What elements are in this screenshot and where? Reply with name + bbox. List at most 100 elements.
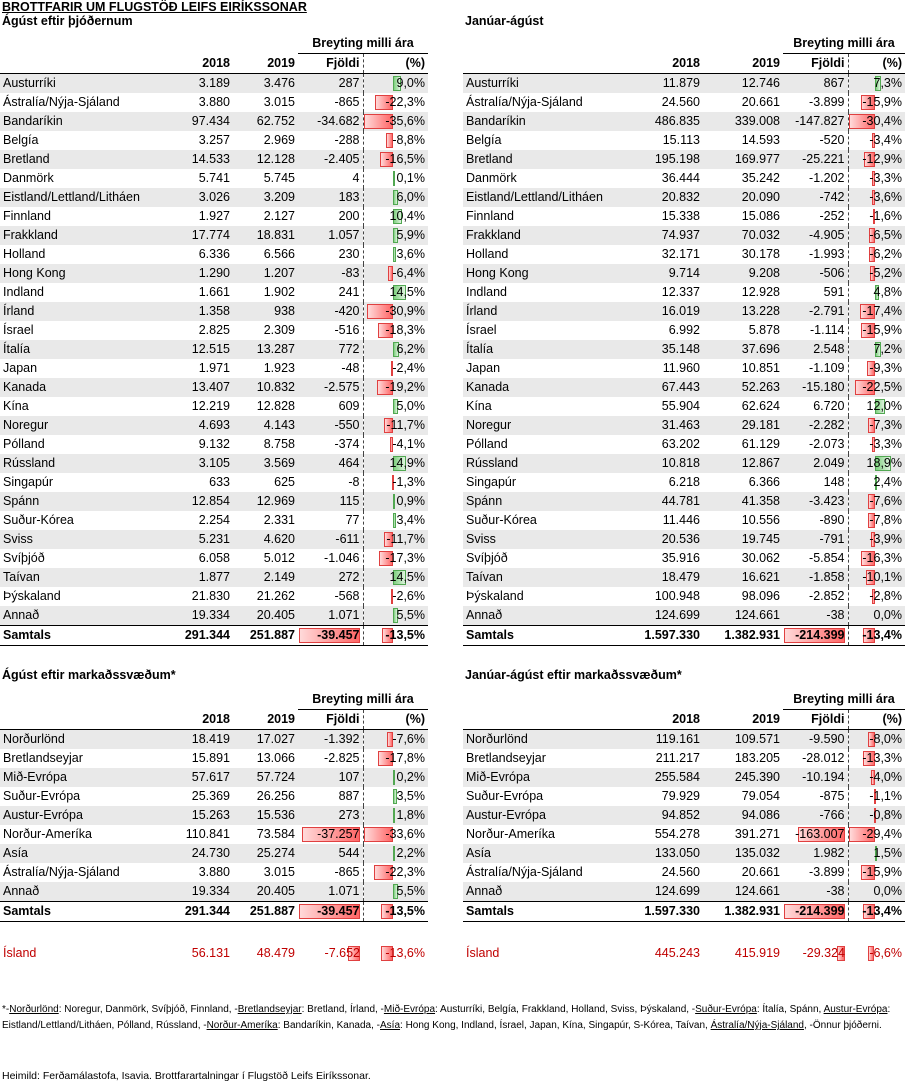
value-2019: 245.390	[703, 768, 783, 787]
table-row: Asía 133.050 135.032 1.982 1,5%	[463, 844, 905, 863]
value-2018: 3.257	[198, 133, 230, 147]
pct-value: -8,8%	[392, 133, 425, 147]
table-row: Taívan 18.479 16.621 -1.858 -10,1%	[463, 568, 905, 587]
count-value: -2.825	[324, 751, 360, 765]
value-2018: 3.880	[198, 865, 230, 879]
change-pct: 14,5%	[363, 568, 428, 587]
pct-value: 18,9%	[866, 456, 902, 470]
table-row: Norðurlönd 18.419 17.027 -1.392 -7,6%	[0, 729, 428, 749]
row-label: Kína	[466, 399, 492, 413]
value-2019: 48.479	[256, 946, 295, 960]
value-2018: 6.058	[198, 551, 230, 565]
change-count: 1.071	[298, 606, 364, 626]
value-2019: 2.127	[263, 209, 295, 223]
value-2019: 10.832	[233, 378, 298, 397]
value-2018: 133.050	[623, 844, 703, 863]
pct-bar	[871, 190, 875, 205]
value-2018: 19.334	[160, 606, 233, 626]
table-row: Norður-Ameríka 110.841 73.584 -37.257 -33,6%	[0, 825, 428, 844]
col-header-2018: 2018	[623, 53, 703, 74]
change-pct: 9,0%	[363, 73, 428, 93]
pct-bar	[860, 551, 875, 566]
count-value: 115	[339, 494, 360, 508]
table-row: Kína 12.219 12.828 609 5,0%	[0, 397, 428, 416]
pct-value: 4,8%	[873, 285, 903, 299]
value-2018: 3.189	[160, 73, 233, 93]
change-pct: 6,0%	[363, 188, 428, 207]
count-value: 287	[338, 76, 360, 90]
row-label: Kanada	[463, 378, 623, 397]
table-row: Kanada 13.407 10.832 -2.575 -19,2%	[0, 378, 428, 397]
change-count: -520	[783, 131, 849, 150]
table-row: Bandaríkin 486.835 339.008 -147.827 -30,4%	[463, 112, 905, 131]
pct-bar	[393, 808, 396, 823]
value-2019: 1.382.931	[703, 901, 783, 922]
row-label: Norðurlönd	[463, 729, 623, 749]
pct-value: 0,9%	[396, 494, 426, 508]
change-pct: -22,5%	[848, 378, 905, 397]
value-2018: 486.835	[623, 112, 703, 131]
count-value: -163.007	[795, 827, 845, 841]
pct-value: -7,8%	[869, 513, 902, 527]
change-count: 148	[783, 473, 849, 492]
footnote-region-members: : Hong Kong, Indland, Ísrael, Japan, Kín…	[400, 1020, 711, 1031]
change-pct: 5,9%	[363, 226, 428, 245]
table-ytd-market: Breyting milli ára 2018 2019 Fjöldi (%) Norðu…	[463, 690, 905, 963]
pct-bar	[383, 532, 394, 547]
change-pct: -2,8%	[848, 587, 905, 606]
pct-value: -0,8%	[869, 808, 902, 822]
pct-bar	[848, 114, 875, 129]
row-label: Ísrael	[466, 323, 497, 337]
table-row: Mið-Evrópa 57.617 57.724 107 0,2%	[0, 768, 428, 787]
pct-value: -11,7%	[386, 532, 425, 546]
pct-value: -18,3%	[385, 323, 425, 337]
pct-value: 12,0%	[866, 399, 902, 413]
change-pct: -1,1%	[848, 787, 905, 806]
count-value: -1.858	[809, 570, 845, 584]
table-row: Holland 32.171 30.178 -1.993 -6,2%	[463, 245, 905, 264]
col-header-2019: 2019	[233, 53, 298, 74]
pct-bar	[393, 228, 399, 243]
value-2018: 15.891	[191, 751, 230, 765]
row-label: Ítalía	[463, 340, 623, 359]
change-pct: 0,2%	[363, 768, 428, 787]
value-2019: 62.752	[233, 112, 298, 131]
pct-value: -12,9%	[862, 152, 902, 166]
change-pct: -30,9%	[363, 302, 428, 321]
spacer-row	[463, 922, 905, 945]
value-2019: 12.867	[703, 454, 783, 473]
pct-bar	[381, 904, 394, 919]
value-2019: 14.593	[741, 133, 780, 147]
value-2019: 26.256	[256, 789, 295, 803]
row-label: Suður-Evrópa	[3, 789, 81, 803]
change-count: -791	[783, 530, 849, 549]
table-row: Danmörk 36.444 35.242 -1.202 -3,3%	[463, 169, 905, 188]
count-value: -1.046	[324, 551, 360, 565]
change-pct: -3,3%	[848, 169, 905, 188]
table-row: Indland 1.661 1.902 241 14,5%	[0, 283, 428, 302]
change-pct: -17,4%	[848, 302, 905, 321]
header-row: Breyting milli ára	[0, 34, 428, 54]
row-label: Bretland	[0, 150, 160, 169]
value-2018: 17.774	[160, 226, 233, 245]
value-2018: 56.131	[191, 946, 230, 960]
value-2018: 19.334	[160, 882, 233, 902]
count-value: -214.399	[795, 904, 845, 918]
count-value: -1.993	[809, 247, 845, 261]
pct-bar	[363, 827, 394, 842]
pct-bar	[393, 342, 399, 357]
table-row: Sviss 20.536 19.745 -791 -3,9%	[463, 530, 905, 549]
table-title-ytd-market: Janúar-ágúst eftir markaðssvæðum*	[465, 668, 682, 682]
change-pct: -22,3%	[363, 93, 428, 112]
value-2018: 15.263	[160, 806, 233, 825]
table-row: Eistland/Lettland/Litháen 3.026 3.209 183 6,…	[0, 188, 428, 207]
table-row: Norður-Ameríka 554.278 391.271 -163.007 -29,…	[463, 825, 905, 844]
pct-value: 7,2%	[873, 342, 903, 356]
header-row: Breyting milli ára	[0, 690, 428, 710]
change-count: -2.791	[783, 302, 849, 321]
change-pct: -0,8%	[848, 806, 905, 825]
change-pct: -9,3%	[848, 359, 905, 378]
pct-bar	[367, 304, 394, 319]
col-header-2019: 2019	[703, 709, 783, 730]
count-value: 464	[338, 456, 360, 470]
